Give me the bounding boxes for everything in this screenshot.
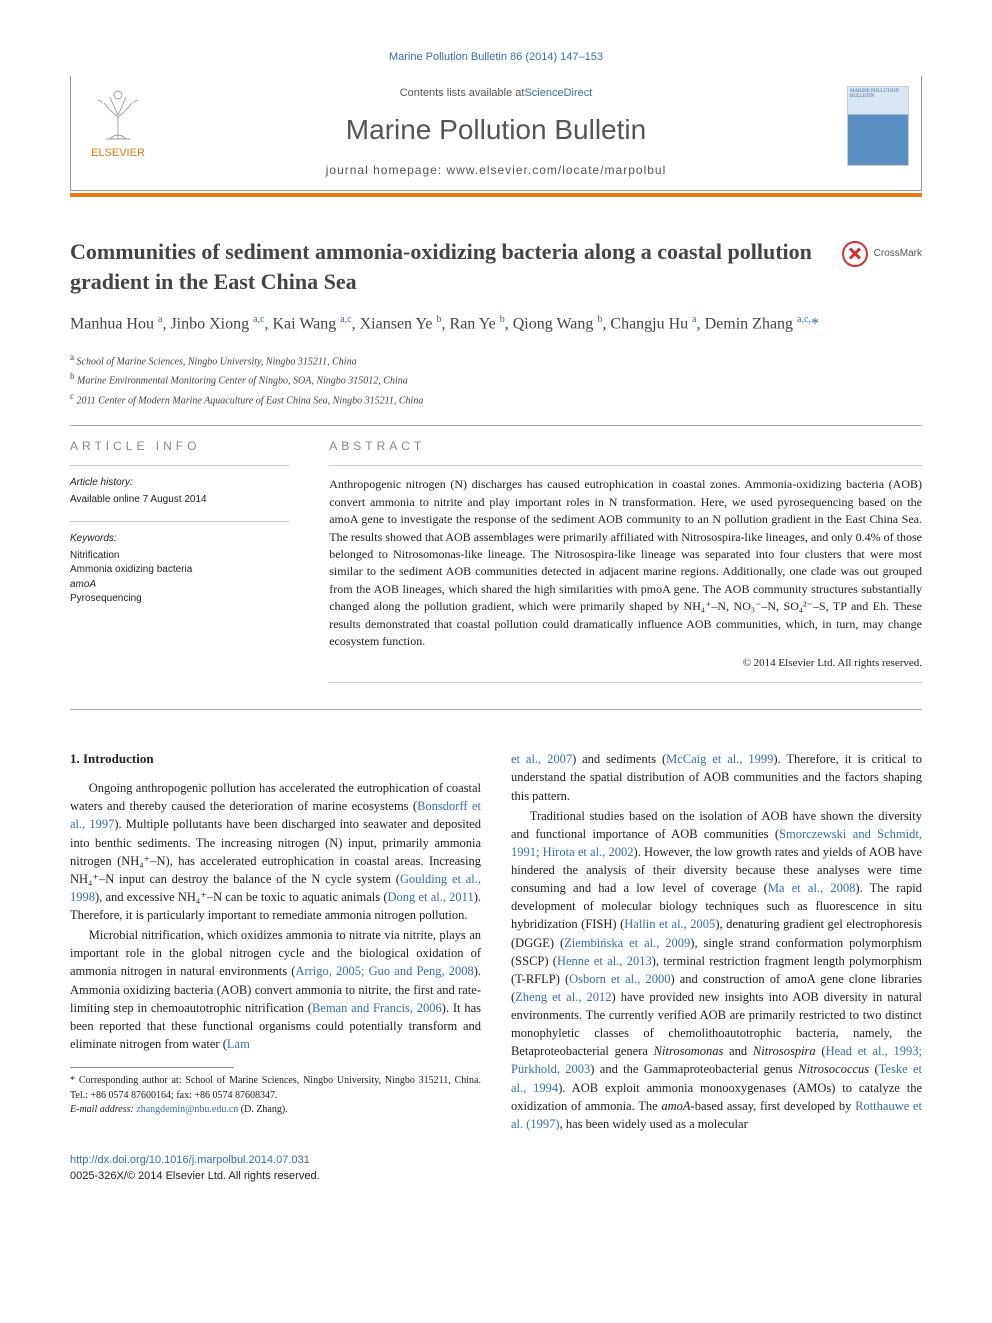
article-info: article info Article history: Available … <box>70 438 289 693</box>
info-heading: article info <box>70 438 289 455</box>
paragraph: Ongoing anthropogenic pollution has acce… <box>70 779 481 924</box>
keyword: Ammonia oxidizing bacteria <box>70 563 289 578</box>
corresponding-author: * Corresponding author at: School of Mar… <box>70 1074 481 1103</box>
keyword: amoA <box>70 578 289 593</box>
keyword: Pyrosequencing <box>70 592 289 607</box>
affiliations: a School of Marine Sciences, Ningbo Univ… <box>70 351 922 409</box>
journal-title: Marine Pollution Bulletin <box>71 110 921 151</box>
crossmark-icon <box>842 241 868 267</box>
paragraph: et al., 2007) and sediments (McCaig et a… <box>511 750 922 804</box>
homepage-url[interactable]: www.elsevier.com/locate/marpolbul <box>447 163 667 177</box>
journal-header: ELSEVIER MARINE POLLUTION BULLETIN Conte… <box>70 76 922 191</box>
crossmark-label: CrossMark <box>874 247 922 262</box>
article-head: CrossMark Communities of sediment ammoni… <box>70 237 922 409</box>
body-text: 1. Introduction Ongoing anthropogenic po… <box>70 750 922 1133</box>
keyword: Nitrification <box>70 549 289 564</box>
page: Marine Pollution Bulletin 86 (2014) 147–… <box>0 0 992 1225</box>
info-abstract-row: article info Article history: Available … <box>70 438 922 693</box>
footnote-rule <box>70 1067 234 1068</box>
crossmark-badge[interactable]: CrossMark <box>842 241 922 267</box>
section-heading: 1. Introduction <box>70 750 481 769</box>
abstract-heading: abstract <box>329 438 922 455</box>
homepage-line: journal homepage: www.elsevier.com/locat… <box>71 162 921 179</box>
abstract-text: Anthropogenic nitrogen (N) discharges ha… <box>329 476 922 650</box>
paragraph: Traditional studies based on the isolati… <box>511 807 922 1133</box>
email-link[interactable]: zhangdemin@nbu.edu.cn <box>136 1104 238 1115</box>
abstract-copyright: © 2014 Elsevier Ltd. All rights reserved… <box>329 656 922 672</box>
doi-link[interactable]: http://dx.doi.org/10.1016/j.marpolbul.20… <box>70 1153 922 1169</box>
authors: Manhua Hou a, Jinbo Xiong a,c, Kai Wang … <box>70 312 922 336</box>
rule <box>70 709 922 710</box>
history-line: Available online 7 August 2014 <box>70 493 289 508</box>
footnotes: * Corresponding author at: School of Mar… <box>70 1074 481 1118</box>
elsevier-tree-icon <box>83 86 153 144</box>
email-line: E-mail address: zhangdemin@nbu.edu.cn (D… <box>70 1103 481 1118</box>
top-citation: Marine Pollution Bulletin 86 (2014) 147–… <box>70 50 922 66</box>
sciencedirect-link[interactable]: ScienceDirect <box>524 86 592 102</box>
affil-b: b Marine Environmental Monitoring Center… <box>70 370 922 389</box>
paragraph: Microbial nitrification, which oxidizes … <box>70 926 481 1053</box>
elsevier-name: ELSEVIER <box>83 146 153 162</box>
contents-line: Contents lists available at ScienceDirec… <box>71 86 921 108</box>
journal-cover-thumb: MARINE POLLUTION BULLETIN <box>847 86 909 166</box>
rule <box>70 425 922 426</box>
elsevier-logo: ELSEVIER <box>83 86 153 166</box>
footer: http://dx.doi.org/10.1016/j.marpolbul.20… <box>70 1153 922 1185</box>
keywords-label: Keywords: <box>70 532 289 547</box>
issn-line: 0025-326X/© 2014 Elsevier Ltd. All right… <box>70 1169 922 1185</box>
history-label: Article history: <box>70 476 289 491</box>
affil-c: c 2011 Center of Modern Marine Aquacultu… <box>70 390 922 409</box>
abstract: abstract Anthropogenic nitrogen (N) disc… <box>329 438 922 693</box>
affil-a: a School of Marine Sciences, Ningbo Univ… <box>70 351 922 370</box>
orange-rule <box>70 193 922 197</box>
article-title: Communities of sediment ammonia-oxidizin… <box>70 237 820 296</box>
